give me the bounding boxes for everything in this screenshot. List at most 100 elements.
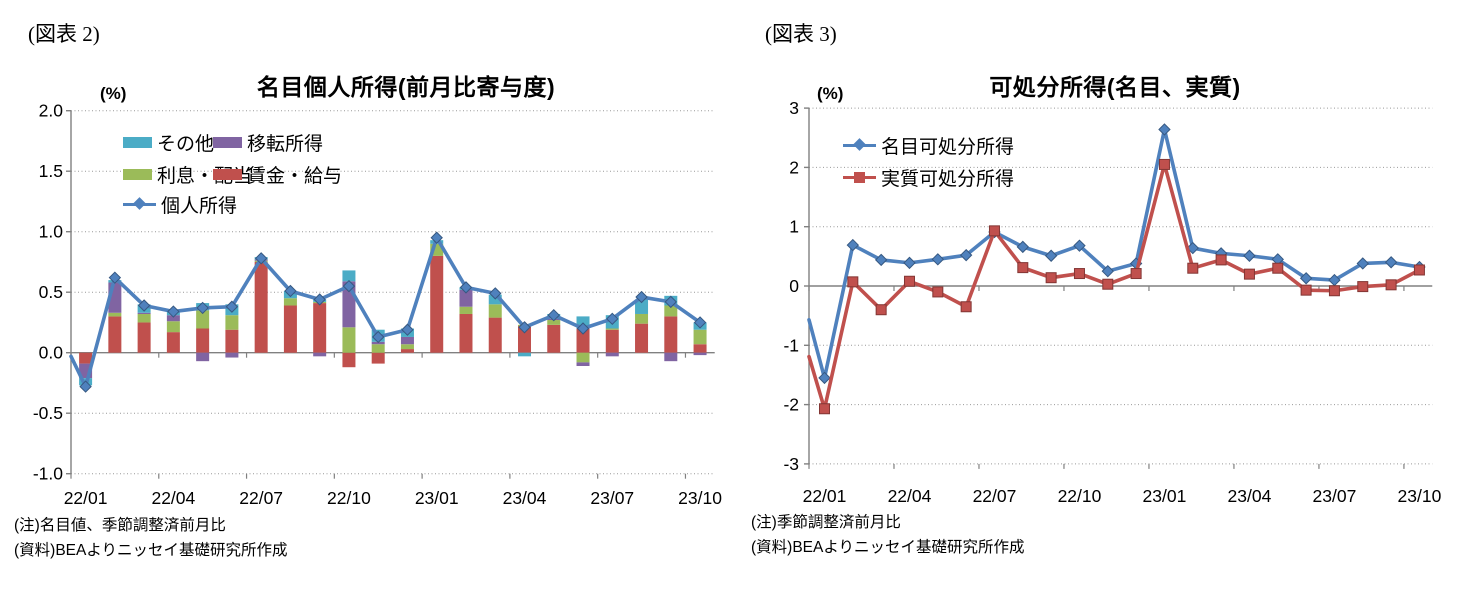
y-tick-label: -3 [783, 454, 799, 474]
bar-segment-移転所得 [137, 312, 151, 314]
y-tick-label: 3 [789, 98, 799, 118]
square-marker [847, 276, 859, 288]
diamond-marker [1158, 123, 1171, 136]
legend-label: 個人所得 [161, 195, 238, 217]
bar-segment-移転所得 [459, 289, 473, 307]
legend-swatch-risoku [123, 168, 152, 180]
diamond-marker [606, 312, 619, 326]
x-tick-label: 23/01 [1143, 486, 1187, 506]
bar-segment-賃金・給与 [313, 303, 327, 353]
legend-label: 移転所得 [247, 133, 324, 155]
diamond-marker [313, 293, 326, 306]
bar-segment-移転所得 [313, 352, 327, 357]
square-marker [988, 225, 1000, 237]
figure2-title: 名目個人所得(前月比寄与度) [256, 74, 556, 100]
x-tick-label: 23/04 [503, 488, 547, 508]
square-marker [1272, 262, 1284, 274]
legend-diamond-icon [853, 138, 866, 151]
legend-item: 実質可処分所得 [843, 166, 1014, 190]
bar-segment-移転所得 [664, 352, 678, 362]
square-marker [1328, 285, 1340, 297]
diamond-marker [576, 322, 590, 335]
y-tick-label: 1.0 [39, 222, 64, 242]
bar-segment-利息・配当 [576, 352, 590, 363]
bar-segment-賃金・給与 [664, 316, 678, 353]
legend-label: 名目可処分所得 [881, 136, 1015, 158]
legend-item: 賃金・給与 [213, 163, 342, 187]
diamond-marker [137, 299, 151, 312]
note-line: (資料)BEAよりニッセイ基礎研究所作成 [14, 542, 288, 559]
bar-segment-賃金・給与 [400, 349, 414, 353]
diamond-marker [1299, 272, 1313, 285]
diamond-marker [196, 301, 209, 315]
bar-segment-賃金・給与 [430, 255, 444, 353]
diamond-marker [459, 281, 473, 294]
y-tick-label: -1.0 [33, 464, 63, 484]
legend-item: 名目可処分所得 [843, 134, 1015, 158]
legend-swatch-iten [213, 136, 242, 148]
diamond-marker [1384, 256, 1398, 269]
bar-segment-賃金・給与 [342, 352, 356, 368]
bar-segment-移転所得 [166, 315, 180, 322]
diamond-marker [903, 256, 916, 270]
diamond-marker [430, 231, 443, 244]
diamond-marker [254, 252, 268, 265]
bar-segment-移転所得 [196, 352, 210, 362]
bar-segment-その他 [518, 352, 531, 357]
y-tick-label: 2.0 [39, 101, 64, 121]
square-marker [1413, 264, 1425, 276]
figure2-unit-label: (%) [100, 84, 127, 103]
bar-segment-移転所得 [576, 362, 590, 367]
bar-segment-利息・配当 [605, 328, 619, 330]
legend-line-diamond-marker [123, 197, 156, 211]
square-marker [1102, 278, 1114, 290]
figure3-title: 可処分所得(名目、実質) [989, 74, 1241, 100]
legend-square-icon [854, 171, 865, 183]
diamond-marker [1073, 239, 1086, 252]
legend-line-square-marker [843, 171, 876, 184]
bar-segment-賃金・給与 [196, 328, 210, 353]
bar-segment-その他 [342, 270, 356, 282]
diamond-marker [547, 308, 560, 322]
bar-segment-移転所得 [605, 352, 619, 357]
legend-line-diamond-marker [843, 138, 876, 152]
diamond-marker [225, 300, 239, 313]
bar-segment-利息・配当 [166, 321, 180, 333]
bar-segment-賃金・給与 [547, 324, 561, 353]
figure2-label: (図表 2) [28, 22, 100, 46]
square-marker [1187, 262, 1199, 274]
x-tick-label: 22/07 [239, 488, 283, 508]
x-tick-label: 23/07 [590, 488, 634, 508]
bar-segment-賃金・給与 [79, 352, 93, 364]
diamond-marker [693, 316, 707, 329]
figure2-chart: 2.0 1.5 1.0 0.5 0.0 -0.5 -1.022/01 22/04 22/07 22… [33, 101, 722, 508]
square-marker [1130, 268, 1142, 280]
square-marker [932, 286, 944, 298]
bar-segment-利息・配当 [342, 327, 356, 353]
diamond-marker [342, 279, 356, 293]
y-tick-label: 1.5 [39, 161, 63, 181]
bar-segment-賃金・給与 [605, 329, 619, 353]
bar-segment-利息・配当 [108, 312, 122, 317]
square-marker [1045, 272, 1057, 284]
bar-segment-賃金・給与 [225, 329, 239, 353]
diamond-marker [874, 253, 888, 267]
x-tick-label: 22/07 [973, 486, 1017, 506]
x-tick-label: 22/01 [803, 486, 847, 506]
diamond-marker [1243, 249, 1256, 262]
legend-diamond-icon [133, 197, 146, 210]
legend-item: 移転所得 [213, 131, 324, 155]
bar-segment-移転所得 [225, 352, 239, 358]
x-tick-label: 23/07 [1313, 486, 1357, 506]
bar-segment-移転所得 [400, 336, 414, 345]
diamond-marker [931, 253, 945, 266]
diamond-marker [1356, 257, 1369, 270]
diamond-marker [108, 271, 122, 284]
bar-segment-賃金・給与 [488, 317, 502, 353]
bar-segment-利息・配当 [283, 298, 297, 306]
x-tick-label: 22/04 [151, 488, 195, 508]
y-tick-label: 0.5 [39, 282, 63, 302]
y-tick-label: -0.5 [33, 403, 63, 423]
figure2-legend: その他 移転所得 利息・配当 賃金・給与 個人所得 [123, 131, 443, 226]
x-tick-label: 23/04 [1228, 486, 1272, 506]
